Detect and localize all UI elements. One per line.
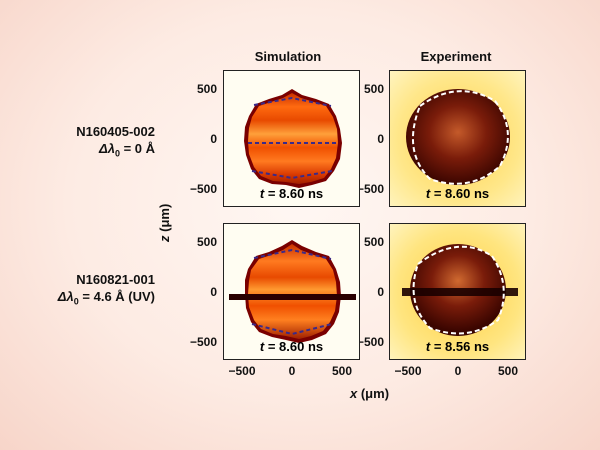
x-tick: −500 — [394, 364, 422, 378]
x-tick: 500 — [497, 364, 519, 378]
row-label-top: N160405-002 Δλ0 = 0 Å — [76, 123, 155, 163]
column-title-simulation: Simulation — [254, 49, 322, 64]
panel-experiment-bottom: t = 8.56 ns — [389, 223, 526, 360]
experiment-image — [390, 224, 525, 359]
time-label: t = 8.60 ns — [259, 339, 324, 354]
y-tick: 0 — [210, 285, 217, 299]
shot-number: N160405-002 — [76, 124, 155, 139]
panel-simulation-bottom: t = 8.60 ns — [223, 223, 360, 360]
y-tick: 0 — [377, 285, 384, 299]
wavelength-shift: Δλ0 = 0 Å — [98, 141, 155, 159]
shot-number: N160821-001 — [76, 272, 155, 287]
row-label-bottom: N160821-001 Δλ0 = 4.6 Å (UV) — [58, 271, 155, 311]
experiment-image — [390, 71, 525, 206]
x-tick: −500 — [228, 364, 256, 378]
wavelength-shift: Δλ0 = 4.6 Å (UV) — [57, 289, 155, 307]
time-label: t = 8.56 ns — [425, 339, 490, 354]
y-tick: 0 — [210, 132, 217, 146]
y-tick: −500 — [356, 182, 384, 196]
simulation-image — [224, 71, 359, 206]
time-label: t = 8.60 ns — [425, 186, 490, 201]
panel-experiment-top: t = 8.60 ns — [389, 70, 526, 207]
panel-simulation-top: t = 8.60 ns — [223, 70, 360, 207]
y-tick: 0 — [377, 132, 384, 146]
y-tick: 500 — [363, 235, 384, 249]
y-tick: −500 — [356, 335, 384, 349]
time-label: t = 8.60 ns — [259, 186, 324, 201]
x-axis-label: x (μm) — [350, 386, 390, 401]
y-tick: −500 — [189, 182, 217, 196]
z-axis-label: z (μm) — [157, 203, 172, 242]
y-tick: 500 — [363, 82, 384, 96]
x-tick: 0 — [454, 364, 462, 378]
x-tick: 0 — [288, 364, 296, 378]
simulation-image — [224, 224, 359, 359]
y-tick: −500 — [189, 335, 217, 349]
column-title-experiment: Experiment — [420, 49, 492, 64]
y-tick: 500 — [196, 235, 217, 249]
x-tick: 500 — [331, 364, 353, 378]
y-tick: 500 — [196, 82, 217, 96]
